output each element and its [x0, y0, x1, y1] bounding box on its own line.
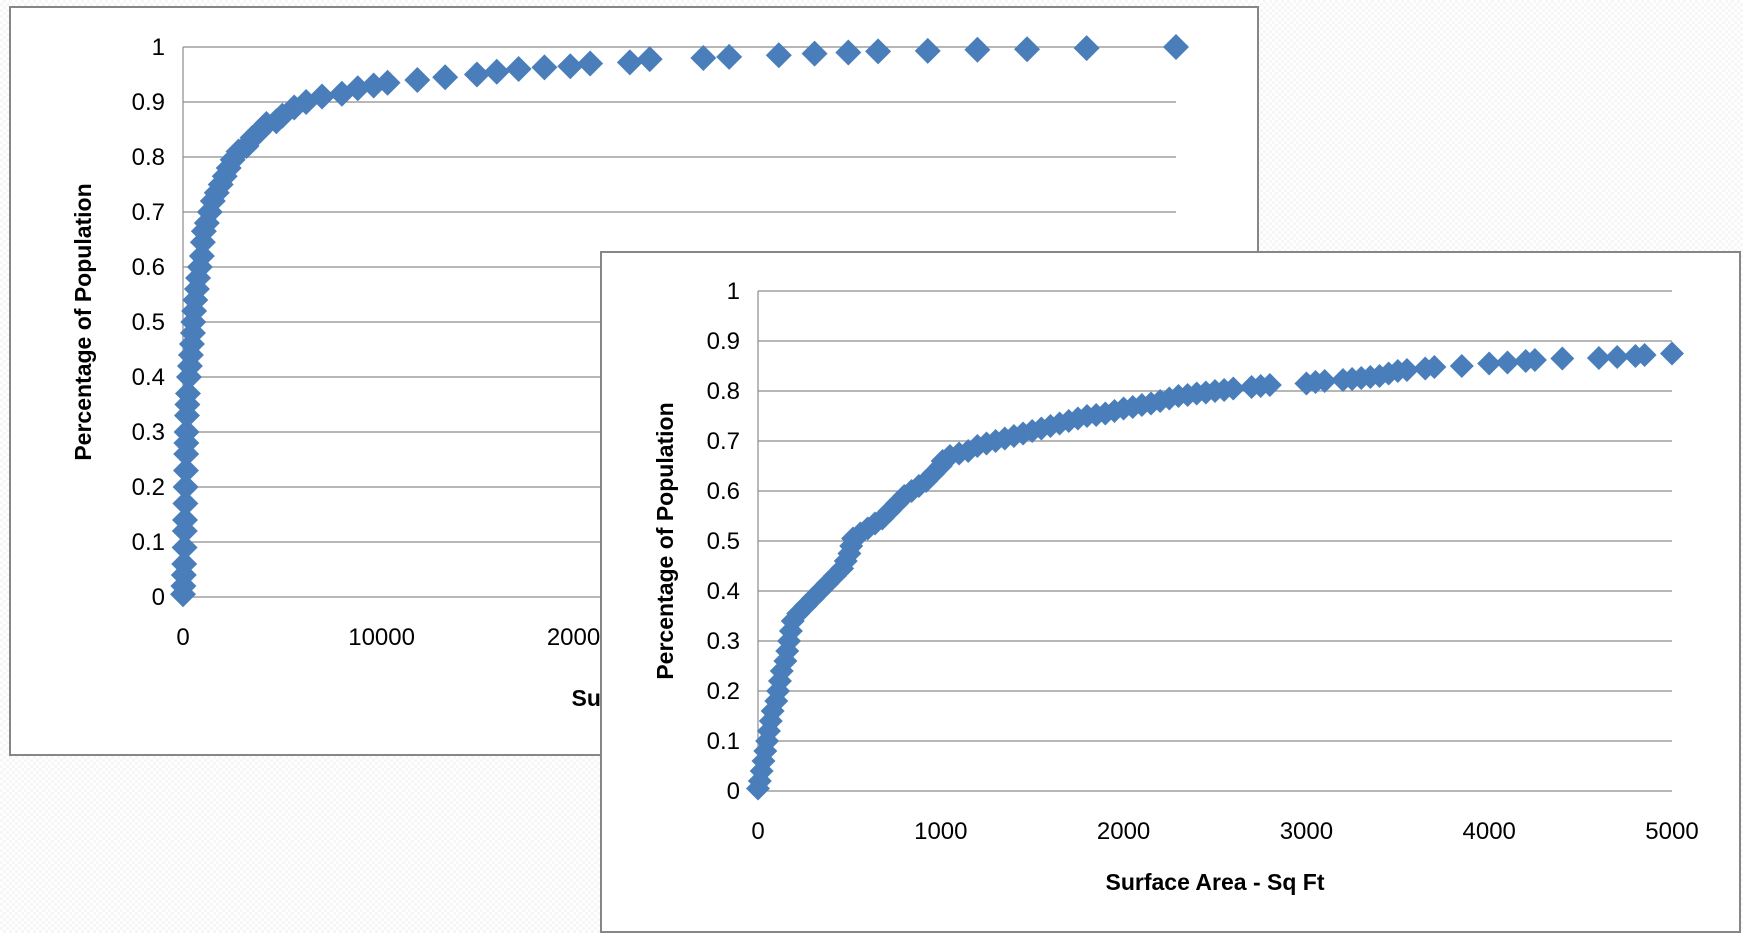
data-point [171, 534, 198, 561]
scatter-chart-zoomed: 0 0.1 0.2 0.3 0.4 0.5 0.6 0.7 0.8 0.9 1 0 1000 2000 30… [652, 278, 1699, 895]
data-point [765, 42, 792, 69]
data-point [1495, 350, 1520, 375]
y-tick-label: 0.7 [707, 428, 740, 455]
data-point [865, 38, 892, 65]
data-point [914, 469, 939, 493]
data-point [1257, 373, 1282, 397]
data-point [1014, 36, 1041, 63]
y-tick-label: 0.4 [707, 578, 740, 605]
data-point [793, 594, 818, 618]
data-point [171, 551, 198, 577]
data-point [171, 507, 198, 533]
data-point [1312, 369, 1337, 393]
y-tick-label: 0 [152, 584, 165, 611]
x-tick-label: 2000 [1097, 818, 1150, 845]
y-tick-label: 0.6 [707, 478, 740, 505]
data-point [841, 526, 866, 551]
x-tick-label: 5000 [1645, 818, 1698, 845]
data-point [172, 474, 199, 500]
y-axis-title: Percentage of Population [70, 183, 96, 460]
data-point [1073, 35, 1100, 62]
data-point [174, 380, 201, 407]
data-point [1632, 343, 1657, 367]
x-tick-label: 4000 [1463, 818, 1516, 845]
data-point [1477, 351, 1502, 376]
data-point [432, 64, 459, 91]
y-tick-label: 0.1 [132, 529, 165, 556]
y-tick-label: 0.1 [707, 728, 740, 755]
data-point [374, 69, 401, 96]
data-point [1394, 358, 1419, 382]
y-tick-label: 0.9 [132, 89, 165, 116]
x-tick-label: 3000 [1280, 818, 1333, 845]
data-point [577, 50, 604, 77]
data-point [1605, 345, 1630, 369]
chart-panel-zoomed: 0 0.1 0.2 0.3 0.4 0.5 0.6 0.7 0.8 0.9 1 0 1000 2000 30… [600, 251, 1741, 933]
data-point [769, 659, 794, 683]
y-tick-label: 0.5 [132, 309, 165, 336]
data-point [557, 53, 584, 80]
data-point [1449, 354, 1474, 378]
y-tick-label: 0.2 [132, 474, 165, 501]
y-tick-label: 0 [727, 778, 740, 805]
data-point [463, 61, 490, 88]
data-point [344, 75, 371, 102]
y-tick-label: 0.4 [132, 364, 165, 391]
data-point [1163, 34, 1189, 60]
data-point [636, 46, 663, 73]
data-point [914, 37, 941, 64]
data-point [1550, 346, 1575, 371]
data-point [172, 457, 199, 484]
y-tick-label: 1 [727, 278, 740, 305]
data-point [921, 461, 946, 486]
data-point [172, 490, 199, 517]
x-tick-label: 0 [176, 624, 189, 651]
y-tick-label: 0.3 [132, 419, 165, 446]
data-point [835, 39, 862, 66]
y-tick-label: 0.6 [132, 254, 165, 281]
data-point [964, 36, 991, 63]
data-point [505, 56, 532, 82]
x-tick-label: 10000 [348, 624, 415, 651]
x-tick-label: 0 [751, 818, 764, 845]
data-point [483, 58, 510, 85]
y-tick-label: 0.9 [707, 328, 740, 355]
data-point [801, 40, 828, 67]
data-point [690, 45, 717, 71]
data-point [531, 54, 558, 81]
data-point [1221, 376, 1246, 401]
x-tick-label: 1000 [914, 818, 967, 845]
y-tick-label: 1 [152, 34, 165, 61]
y-axis-title: Percentage of Population [652, 402, 678, 679]
y-tick-label: 0.7 [132, 199, 165, 226]
data-point [616, 49, 643, 76]
y-tick-label: 0.2 [707, 678, 740, 705]
data-point [1522, 348, 1547, 372]
data-point [173, 419, 200, 445]
x-axis-title: Surface Area - Sq Ft [1106, 869, 1325, 895]
data-point [716, 43, 743, 70]
data-point [309, 83, 336, 110]
y-tick-label: 0.5 [707, 528, 740, 555]
data-point [404, 67, 431, 93]
data-point [1422, 355, 1447, 379]
y-tick-label: 0.8 [132, 144, 165, 171]
data-point [1586, 346, 1611, 370]
data-point [848, 521, 873, 546]
data-point [1660, 341, 1684, 366]
y-tick-label: 0.3 [707, 628, 740, 655]
data-point [760, 699, 785, 723]
y-tick-label: 0.8 [707, 378, 740, 405]
